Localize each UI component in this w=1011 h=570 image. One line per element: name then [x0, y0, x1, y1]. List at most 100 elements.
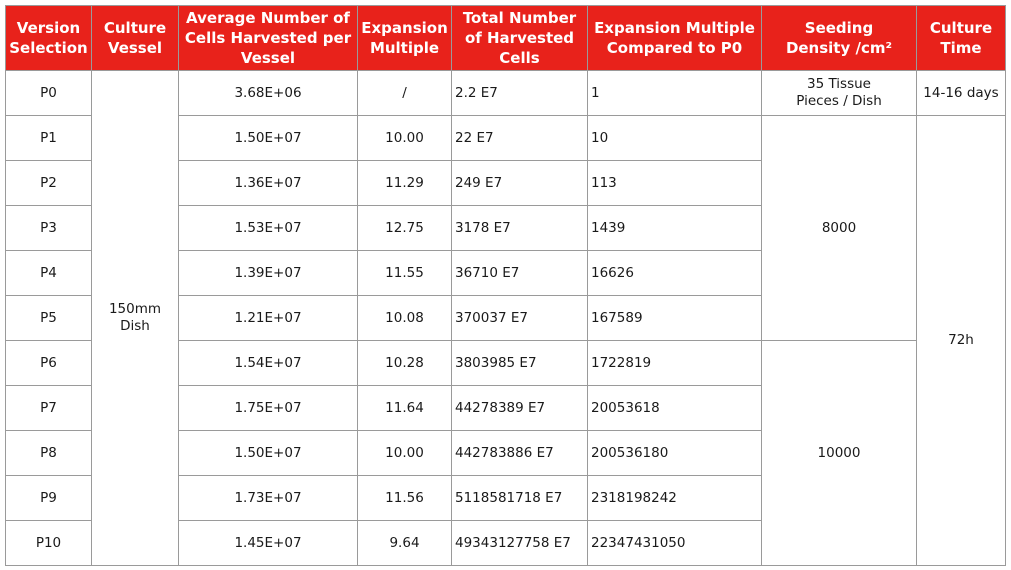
avg-cells-cell: 1.54E+07: [178, 340, 358, 386]
header-avg-cells: Average Number of Cells Harvested per Ve…: [178, 5, 358, 71]
density-cell-p6-p10: 10000: [761, 340, 917, 566]
total-cells-cell: 442783886 E7: [451, 430, 588, 476]
expansion-cell: 10.28: [357, 340, 452, 386]
expansion-cell: 12.75: [357, 205, 452, 251]
header-avg-line: Cells Harvested per: [184, 29, 352, 47]
header-vessel: Culture Vessel: [91, 5, 179, 71]
header-density-line: Density /cm²: [785, 39, 893, 57]
header-row: Version Selection Culture Vessel Average…: [5, 5, 1006, 71]
header-time-line: Culture: [929, 19, 993, 37]
header-expansion-line: Expansion: [361, 19, 448, 37]
version-cell: P5: [5, 295, 92, 341]
header-multiple-line: Compared to P0: [606, 39, 743, 57]
version-cell: P10: [5, 520, 92, 566]
avg-cells-cell: 1.50E+07: [178, 115, 358, 161]
header-expansion-line: Multiple: [369, 39, 440, 57]
total-cells-cell: 3178 E7: [451, 205, 588, 251]
version-cell: P3: [5, 205, 92, 251]
density-line: Pieces / Dish: [796, 93, 882, 109]
total-cells-cell: 249 E7: [451, 160, 588, 206]
density-line: 35 Tissue: [807, 76, 871, 92]
avg-cells-cell: 1.50E+07: [178, 430, 358, 476]
expansion-cell: 10.08: [357, 295, 452, 341]
avg-cells-cell: 1.73E+07: [178, 475, 358, 521]
header-version-line: Version: [16, 19, 81, 37]
avg-cells-cell: 1.21E+07: [178, 295, 358, 341]
header-avg-line: Average Number of: [186, 9, 350, 27]
total-cells-cell: 44278389 E7: [451, 385, 588, 431]
header-avg-line: Vessel: [240, 49, 296, 67]
version-cell: P9: [5, 475, 92, 521]
density-cell-p1-p5: 8000: [761, 115, 917, 341]
density-cell-p0: 35 Tissue Pieces / Dish: [761, 70, 917, 116]
version-cell: P1: [5, 115, 92, 161]
multiple-p0-cell: 1: [587, 70, 762, 116]
avg-cells-cell: 1.36E+07: [178, 160, 358, 206]
vessel-line: Dish: [120, 318, 150, 334]
table-row: P10 1.45E+07 9.64 49343127758 E7 2234743…: [5, 520, 1006, 566]
table-row: P9 1.73E+07 11.56 5118581718 E7 23181982…: [5, 475, 1006, 521]
avg-cells-cell: 1.45E+07: [178, 520, 358, 566]
table-row: P3 1.53E+07 12.75 3178 E7 1439: [5, 205, 1006, 251]
multiple-p0-cell: 167589: [587, 295, 762, 341]
version-cell: P0: [5, 70, 92, 116]
table-row: P4 1.39E+07 11.55 36710 E7 16626: [5, 250, 1006, 296]
multiple-p0-cell: 2318198242: [587, 475, 762, 521]
version-cell: P7: [5, 385, 92, 431]
time-cell-p0: 14-16 days: [916, 70, 1006, 116]
avg-cells-cell: 1.75E+07: [178, 385, 358, 431]
table-row: P2 1.36E+07 11.29 249 E7 113: [5, 160, 1006, 206]
header-density: Seeding Density /cm²: [761, 5, 917, 71]
expansion-cell: /: [357, 70, 452, 116]
multiple-p0-cell: 200536180: [587, 430, 762, 476]
total-cells-cell: 2.2 E7: [451, 70, 588, 116]
multiple-p0-cell: 20053618: [587, 385, 762, 431]
expansion-cell: 11.29: [357, 160, 452, 206]
header-time: Culture Time: [916, 5, 1006, 71]
version-cell: P2: [5, 160, 92, 206]
multiple-p0-cell: 16626: [587, 250, 762, 296]
avg-cells-cell: 1.39E+07: [178, 250, 358, 296]
multiple-p0-cell: 1722819: [587, 340, 762, 386]
header-total-cells: Total Number of Harvested Cells: [451, 5, 588, 71]
avg-cells-cell: 3.68E+06: [178, 70, 358, 116]
expansion-cell: 10.00: [357, 430, 452, 476]
header-time-line: Time: [940, 39, 982, 57]
header-vessel-line: Vessel: [107, 39, 163, 57]
total-cells-cell: 3803985 E7: [451, 340, 588, 386]
header-density-line: Seeding: [804, 19, 874, 37]
multiple-p0-cell: 113: [587, 160, 762, 206]
header-total-line: Cells: [499, 49, 540, 67]
multiple-p0-cell: 22347431050: [587, 520, 762, 566]
total-cells-cell: 49343127758 E7: [451, 520, 588, 566]
version-cell: P6: [5, 340, 92, 386]
header-multiple-line: Expansion Multiple: [594, 19, 755, 37]
expansion-cell: 10.00: [357, 115, 452, 161]
header-version-line: Selection: [9, 39, 88, 57]
header-total-line: of Harvested: [464, 29, 575, 47]
table-row: P6 1.54E+07 10.28 3803985 E7 1722819 100…: [5, 340, 1006, 566]
time-cell-p1-p10: 72h: [916, 115, 1006, 566]
culture-table: Version Selection Culture Vessel Average…: [5, 5, 1006, 566]
table-row: P8 1.50E+07 10.00 442783886 E7 200536180: [5, 430, 1006, 476]
avg-cells-cell: 1.53E+07: [178, 205, 358, 251]
vessel-line: 150mm: [108, 301, 162, 317]
table-row: P5 1.21E+07 10.08 370037 E7 167589: [5, 295, 1006, 341]
header-multiple-p0: Expansion Multiple Compared to P0: [587, 5, 762, 71]
expansion-cell: 11.56: [357, 475, 452, 521]
header-version: Version Selection: [5, 5, 92, 71]
version-cell: P8: [5, 430, 92, 476]
multiple-p0-cell: 1439: [587, 205, 762, 251]
table-row: P1 1.50E+07 10.00 22 E7 10 8000 72h: [5, 115, 1006, 566]
multiple-p0-cell: 10: [587, 115, 762, 161]
version-cell: P4: [5, 250, 92, 296]
expansion-cell: 11.64: [357, 385, 452, 431]
total-cells-cell: 36710 E7: [451, 250, 588, 296]
expansion-cell: 11.55: [357, 250, 452, 296]
table-row: P0 150mm Dish 3.68E+06 / 2.2 E7 1 35 Tis…: [5, 70, 1006, 566]
total-cells-cell: 22 E7: [451, 115, 588, 161]
vessel-cell: 150mm Dish: [91, 70, 179, 566]
header-total-line: Total Number: [462, 9, 577, 27]
header-vessel-line: Culture: [103, 19, 167, 37]
expansion-cell: 9.64: [357, 520, 452, 566]
